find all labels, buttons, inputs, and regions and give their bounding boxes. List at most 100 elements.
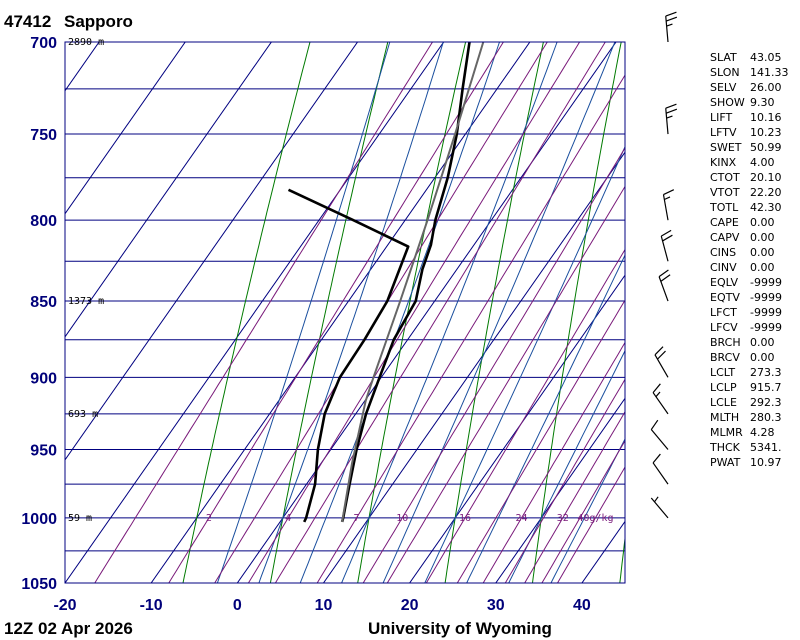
index-row: LCLE 292.3	[710, 395, 789, 410]
dry-adiabat-line	[794, 3, 800, 595]
index-row: SWET 50.99	[710, 140, 789, 155]
mixing-ratio-line	[94, 42, 434, 583]
mixing-ratio-line	[541, 439, 625, 583]
index-key: CINS	[710, 246, 737, 259]
index-row: KINX 4.00	[710, 155, 789, 170]
index-row: LCLT 273.3	[710, 365, 789, 380]
series-temperature-line	[340, 42, 471, 523]
index-row: SLON 141.33	[710, 65, 789, 80]
dry-adiabat-line	[619, 534, 625, 583]
wind-barb-staff	[654, 354, 669, 378]
index-key: CTOT	[710, 171, 740, 184]
index-key: LFTV	[710, 126, 737, 139]
mixing-ratio-line	[524, 410, 625, 583]
index-value: 292.3	[750, 396, 782, 409]
index-key: VTOT	[710, 186, 740, 199]
index-row: EQLV -9999	[710, 275, 789, 290]
wind-barb-staff	[650, 497, 669, 519]
index-value: 0.00	[750, 261, 775, 274]
index-key: PWAT	[710, 456, 741, 469]
wind-barb-flag	[654, 346, 664, 356]
index-key: KINX	[710, 156, 737, 169]
isotherm-line	[65, 42, 445, 583]
height-label: 59 m	[68, 513, 92, 524]
temperature-tick-label: 40	[573, 597, 591, 614]
wind-barb-flag	[652, 383, 661, 393]
wind-barb-half-flag	[664, 196, 671, 201]
mixing-ratio-label: 4	[285, 513, 291, 524]
index-row: VTOT 22.20	[710, 185, 789, 200]
plot-frame	[64, 41, 626, 584]
index-value: 0.00	[750, 231, 775, 244]
mixing-ratio-line	[456, 299, 625, 583]
isotherm-line	[236, 42, 617, 583]
pressure-tick-label: 950	[30, 442, 57, 459]
wind-barb-flag	[652, 453, 661, 464]
temperature-tick-label: -10	[140, 597, 163, 614]
pressure-tick-label: 800	[30, 213, 57, 230]
moist-adiabat-line	[466, 254, 625, 583]
isotherm-line	[65, 42, 273, 338]
height-label: 2890 m	[68, 37, 104, 48]
sounding-series	[287, 42, 485, 523]
moist-adiabat-line	[258, 42, 444, 583]
index-key: CINV	[710, 261, 737, 274]
mixing-ratio-line	[386, 185, 625, 583]
wind-barb	[665, 11, 678, 43]
index-value: 0.00	[750, 336, 775, 349]
index-row: SLAT 43.05	[710, 50, 789, 65]
index-row: LFCV -9999	[710, 320, 789, 335]
index-value: 5341.	[750, 441, 782, 454]
wind-barb-half-flag	[666, 115, 673, 119]
index-key: LCLE	[710, 396, 737, 409]
wind-barb-half-flag	[654, 496, 659, 503]
wind-barb	[658, 269, 671, 302]
height-labels: 2890 m 1373 m 693 m 59 m	[68, 37, 104, 524]
moist-adiabat-line	[382, 42, 616, 583]
index-key: BRCV	[710, 351, 740, 364]
index-value: -9999	[750, 276, 782, 289]
index-key: SHOW	[710, 96, 745, 109]
wind-barb-flag	[665, 16, 678, 22]
wind-barb-staff	[660, 235, 669, 262]
wind-barb	[654, 346, 669, 378]
wind-barb-half-flag	[655, 391, 661, 398]
index-value: 0.00	[750, 216, 775, 229]
mixing-ratio-label: 2	[206, 513, 212, 524]
wind-barb-staff	[652, 462, 669, 485]
dry-adiabat-line	[182, 42, 311, 583]
index-value: 141.33	[750, 66, 789, 79]
wind-barb	[650, 419, 669, 450]
index-key: LFCT	[710, 306, 737, 319]
index-value: 43.05	[750, 51, 782, 64]
isotherm-line	[409, 274, 625, 583]
index-value: -9999	[750, 321, 782, 334]
isotherm-line	[150, 42, 531, 583]
mixing-ratio-line	[425, 248, 625, 583]
dry-adiabat-line	[444, 42, 544, 583]
wind-barb-flag	[660, 229, 672, 237]
index-value: 0.00	[750, 351, 775, 364]
wind-barb-staff	[665, 108, 669, 135]
index-value: -9999	[750, 291, 782, 304]
pressure-tick-label: 850	[30, 294, 57, 311]
height-label: 693 m	[68, 409, 98, 420]
wind-barb-staff	[662, 194, 669, 221]
index-row: CAPV 0.00	[710, 230, 789, 245]
moist-adiabat-line	[550, 437, 625, 583]
wind-barb	[650, 496, 669, 519]
wind-barb-flag	[665, 103, 677, 109]
index-row: CINV 0.00	[710, 260, 789, 275]
wind-barb-staff	[652, 392, 669, 415]
index-key: SELV	[710, 81, 737, 94]
index-value: 280.3	[750, 411, 782, 424]
moist-adiabat-line	[341, 42, 558, 583]
index-row: CINS 0.00	[710, 245, 789, 260]
index-row: LIFT 10.16	[710, 110, 789, 125]
mixing-ratio-line	[247, 42, 581, 583]
index-key: LCLP	[710, 381, 737, 394]
index-row: PWAT 10.97	[710, 455, 789, 470]
index-row: LFTV 10.23	[710, 125, 789, 140]
index-key: MLMR	[710, 426, 743, 439]
